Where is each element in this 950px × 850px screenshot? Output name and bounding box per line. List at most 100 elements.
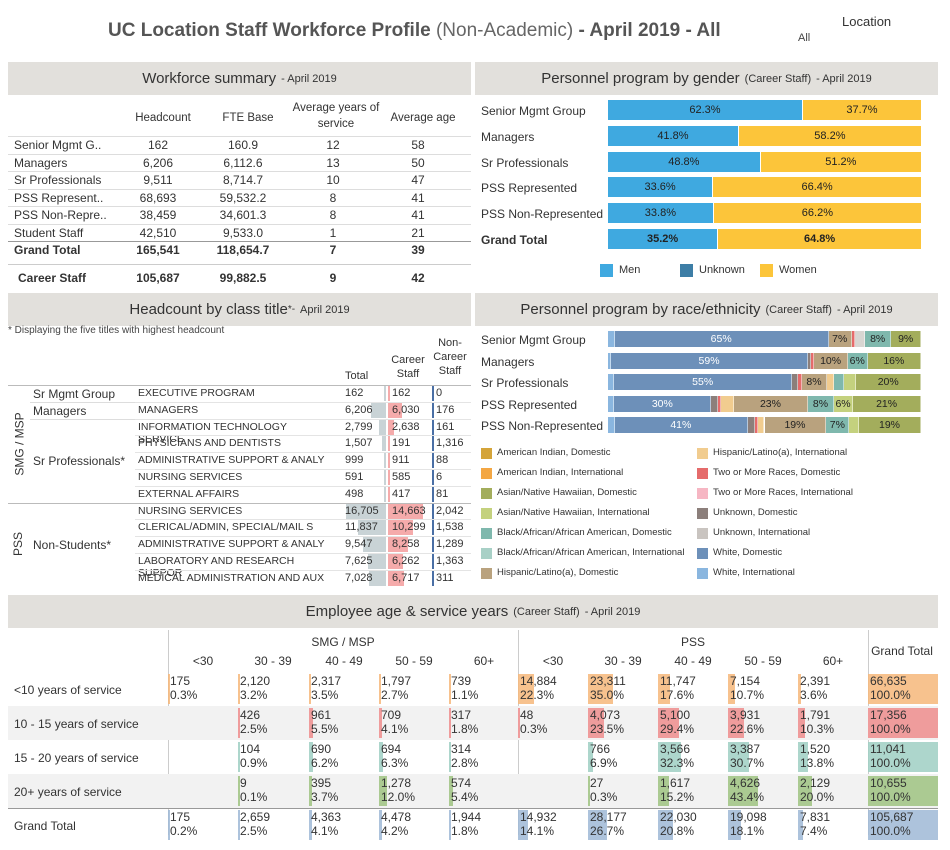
race-bar-segment: 16% bbox=[867, 352, 921, 369]
age-cell-pct: 20.0% bbox=[800, 790, 835, 804]
summary-row-label: PSS Non-Repre.. bbox=[14, 208, 107, 222]
classtitle-career-bar bbox=[388, 402, 403, 418]
race-bar-segment bbox=[608, 374, 615, 391]
age-cell-count: 104 bbox=[240, 742, 261, 756]
age-cell-bar bbox=[798, 810, 804, 840]
age-sub: - April 2019 bbox=[584, 605, 641, 618]
race-bar-label: 6% bbox=[849, 354, 865, 367]
age-cell-bar bbox=[379, 674, 381, 704]
classtitle-group-divider bbox=[8, 502, 471, 504]
age-cell-count: 2,659 bbox=[240, 810, 271, 824]
classtitle-total-value: 7,625 bbox=[345, 555, 373, 567]
summary-grand-total-cell: 165,541 bbox=[136, 243, 180, 257]
race-bar-segment bbox=[608, 395, 615, 412]
classtitle-career-bar bbox=[388, 419, 395, 435]
age-cell-count: 11,041 bbox=[870, 742, 906, 756]
race-bar-label: 41% bbox=[670, 419, 692, 432]
race-bar-label: 8% bbox=[870, 333, 886, 345]
race-legend-label: Black/African/African American, Internat… bbox=[497, 547, 685, 558]
summary-cell: 1 bbox=[329, 225, 337, 240]
gender-header: Personnel program by gender (Career Staff… bbox=[475, 62, 938, 95]
age-cell-pct: 100.0% bbox=[870, 790, 911, 804]
race-legend-label: White, Domestic bbox=[713, 547, 783, 558]
age-cell-pct: 3.5% bbox=[311, 688, 339, 702]
age-cell-pct: 3.6% bbox=[800, 688, 828, 702]
race-bar-label: 21% bbox=[876, 397, 898, 410]
classtitle-total-value: 9,547 bbox=[345, 538, 373, 551]
summary-row-label: Managers bbox=[14, 155, 68, 170]
age-cell-pct: 6.2% bbox=[311, 756, 339, 770]
age-cell-bar bbox=[518, 810, 528, 840]
classtitle-sub-divider bbox=[30, 418, 135, 420]
workforce-summary-sub: - April 2019 bbox=[281, 72, 337, 85]
gender-row-label: Sr Professionals bbox=[481, 155, 569, 170]
age-cell-bar bbox=[868, 742, 938, 772]
classtitle-sub-divider bbox=[30, 401, 135, 403]
age-cell-pct: 2.7% bbox=[381, 688, 409, 702]
classtitle-total-bar bbox=[346, 503, 386, 519]
race-bar-segment bbox=[608, 352, 612, 369]
gender-bar-men: 35.2% bbox=[608, 229, 719, 249]
age-cell-bar bbox=[238, 674, 241, 704]
age-cell-pct: 5.5% bbox=[311, 722, 339, 736]
classtitle-total-value: 7,028 bbox=[345, 571, 373, 584]
age-cell-bar bbox=[309, 674, 312, 704]
race-chart: Senior Mgmt Group 65% 7% 8% 9% Managers 59% 10%… bbox=[475, 326, 938, 590]
age-cell-pct: 6.3% bbox=[381, 756, 409, 770]
race-legend-label: Black/African/African American, Domestic bbox=[497, 527, 672, 538]
age-cell-pct: 22.3% bbox=[520, 688, 555, 702]
location-filter-value[interactable]: All bbox=[798, 32, 811, 44]
age-cell-bar bbox=[309, 810, 312, 840]
age-cell-bar bbox=[238, 810, 240, 840]
classtitle-row-divider bbox=[135, 569, 471, 571]
gender-bar-men: 33.8% bbox=[608, 203, 714, 224]
age-cell-bar bbox=[309, 708, 313, 738]
race-bar-segment: 10% bbox=[814, 352, 848, 369]
classtitle-row-title: MEDICAL ADMINISTRATION AND AUX bbox=[138, 571, 325, 584]
race-bar-segment bbox=[855, 331, 865, 347]
summary-row-label: PSS Represent.. bbox=[14, 190, 104, 205]
race-bar-segment bbox=[720, 395, 734, 412]
title-paren: (Non-Academic) bbox=[435, 20, 574, 41]
age-cell-bar bbox=[449, 674, 451, 704]
age-cell-bar bbox=[798, 674, 801, 704]
age-group-pss: PSS bbox=[680, 635, 705, 649]
age-cell-bar bbox=[588, 810, 607, 840]
title-main: UC Location Staff Workforce Profile bbox=[108, 20, 431, 41]
summary-career-cell: 99,882.5 bbox=[219, 271, 267, 285]
classtitle-row-divider bbox=[135, 435, 471, 437]
classtitle-noncareer-value: 1,363 bbox=[436, 555, 464, 567]
gender-bar-women-label: 58.2% bbox=[814, 129, 846, 142]
gender-bar-women-label: 37.7% bbox=[846, 104, 878, 116]
age-cell-count: 766 bbox=[590, 742, 611, 756]
age-cell-bar bbox=[658, 742, 681, 772]
race-legend-swatch bbox=[697, 548, 708, 559]
summary-row-label: Senior Mgmt G.. bbox=[14, 138, 102, 152]
race-bar-segment bbox=[757, 417, 765, 434]
summary-row-divider bbox=[8, 223, 471, 225]
race-bar-label: 9% bbox=[898, 333, 914, 345]
classtitle-row-title: PHYSICIANS AND DENTISTS bbox=[138, 437, 281, 450]
classtitle-total-value: 498 bbox=[345, 487, 364, 500]
age-grand-total-header: Grand Total bbox=[871, 644, 933, 658]
race-legend-swatch bbox=[481, 548, 492, 559]
classtitle-group-pss: PSS bbox=[11, 531, 26, 556]
age-cell-count: 709 bbox=[381, 708, 402, 722]
age-cell-bar bbox=[728, 776, 759, 806]
race-paren: (Career Staff) bbox=[765, 303, 832, 316]
age-cell-pct: 0.1% bbox=[240, 790, 268, 804]
race-bar-segment bbox=[608, 417, 615, 434]
age-cell-count: 11,747 bbox=[660, 674, 696, 688]
gender-legend-label: Unknown bbox=[699, 264, 745, 276]
age-cell-count: 2,317 bbox=[311, 674, 342, 688]
summary-grand-total-cell: 7 bbox=[329, 243, 337, 257]
classtitle-noncareer-value: 81 bbox=[436, 487, 449, 500]
summary-cell: 162 bbox=[147, 138, 169, 152]
age-cell-bar bbox=[658, 708, 679, 738]
summary-cell: 21 bbox=[411, 225, 425, 240]
classtitle-total-bar bbox=[383, 453, 386, 469]
age-cell-pct: 32.3% bbox=[660, 756, 695, 770]
classtitle-total-value: 6,206 bbox=[345, 403, 373, 416]
age-cell-pct: 22.6% bbox=[730, 722, 765, 736]
race-bar-label: 8% bbox=[812, 397, 829, 410]
